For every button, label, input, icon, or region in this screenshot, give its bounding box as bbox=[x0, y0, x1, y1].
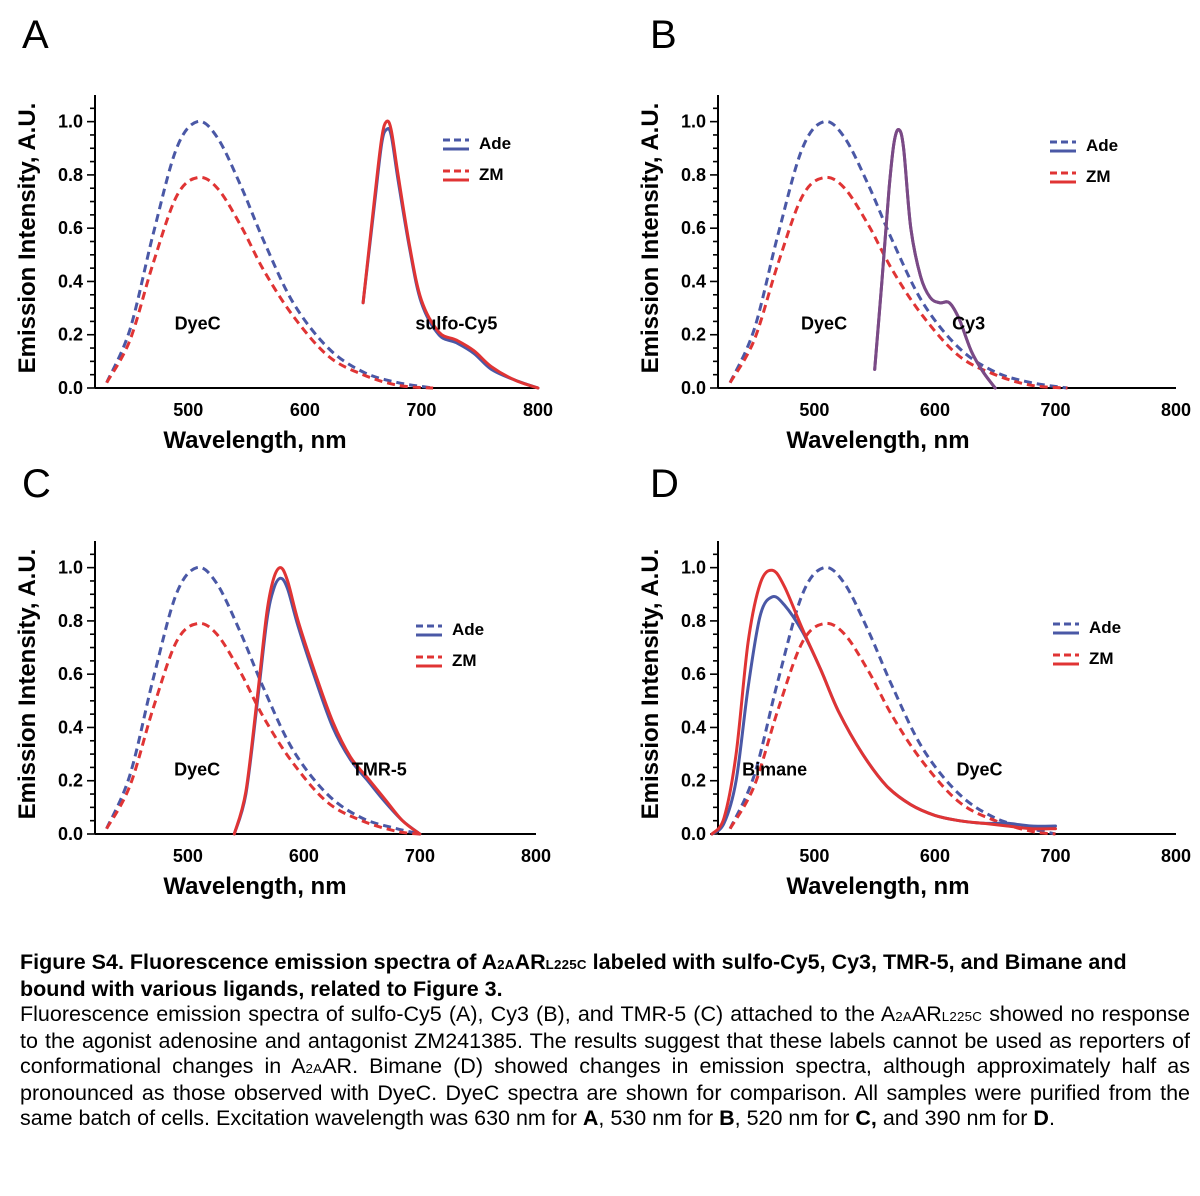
x-tick-label: 500 bbox=[799, 400, 829, 420]
x-tick-label: 600 bbox=[289, 846, 319, 866]
series-line-ade-dyec bbox=[105, 565, 421, 836]
y-axis-label: Emission Intensity, A.U. bbox=[14, 103, 41, 374]
x-axis-label: Wavelength, nm bbox=[786, 427, 969, 454]
x-tick-label: 800 bbox=[523, 400, 553, 420]
y-tick-label: 0.8 bbox=[681, 165, 706, 185]
curve-annotation: Cy3 bbox=[952, 314, 985, 334]
x-axis-label: Wavelength, nm bbox=[163, 427, 346, 454]
curve-annotation: DyeC bbox=[801, 314, 847, 334]
series-line-zm-dyec bbox=[728, 175, 1068, 390]
series-line-ade-dyec bbox=[728, 565, 1056, 836]
series-line-ade-bimane bbox=[710, 595, 1057, 836]
x-axis-label: Wavelength, nm bbox=[786, 873, 969, 900]
x-tick-label: 700 bbox=[406, 400, 436, 420]
y-tick-label: 0.6 bbox=[58, 664, 83, 684]
x-tick-label: 700 bbox=[1040, 400, 1070, 420]
series-line-zm-dyec bbox=[728, 621, 1056, 836]
x-tick-label: 500 bbox=[799, 846, 829, 866]
legend: Ade ZM bbox=[416, 620, 484, 670]
y-tick-label: 0.2 bbox=[58, 771, 83, 791]
x-tick-label: 800 bbox=[1161, 846, 1191, 866]
y-tick-label: 1.0 bbox=[681, 558, 706, 578]
series-line-zm-tmr-5 bbox=[232, 566, 422, 836]
legend-label: Ade bbox=[1089, 618, 1121, 637]
y-tick-label: 0.4 bbox=[681, 717, 706, 737]
y-tick-label: 0.8 bbox=[58, 165, 83, 185]
x-axis-label: Wavelength, nm bbox=[163, 873, 346, 900]
curve-annotation: sulfo-Cy5 bbox=[415, 314, 497, 334]
y-tick-label: 1.0 bbox=[58, 112, 83, 132]
series-line-ade-dyec bbox=[728, 119, 1068, 390]
panel-b: B 500 600 700 800 0.0 0.2 0.4 0.6 0.8 1.0 Wavelengt… bbox=[637, 13, 1191, 454]
panel-letter: B bbox=[650, 13, 677, 57]
y-tick-label: 1.0 bbox=[681, 112, 706, 132]
panel-letter: C bbox=[22, 462, 51, 506]
y-tick-label: 0.6 bbox=[681, 664, 706, 684]
figure-caption: Figure S4. Fluorescence emission spectra… bbox=[20, 950, 1190, 1131]
x-tick-label: 800 bbox=[1161, 400, 1191, 420]
curve-annotation: TMR-5 bbox=[352, 760, 407, 780]
legend: Ade ZM bbox=[443, 134, 511, 184]
legend-label: ZM bbox=[1086, 167, 1111, 186]
y-tick-label: 0.8 bbox=[58, 611, 83, 631]
x-tick-label: 700 bbox=[1040, 846, 1070, 866]
legend-label: Ade bbox=[1086, 136, 1118, 155]
y-tick-label: 0.0 bbox=[58, 378, 83, 398]
legend-label: Ade bbox=[479, 134, 511, 153]
y-tick-label: 0.2 bbox=[681, 771, 706, 791]
y-tick-label: 1.0 bbox=[58, 558, 83, 578]
series-line-zm-dyec bbox=[105, 175, 434, 390]
y-tick-label: 0.0 bbox=[681, 378, 706, 398]
y-axis-label: Emission Intensity, A.U. bbox=[637, 549, 664, 820]
panel-letter: A bbox=[22, 13, 49, 57]
panel-c: C 500 600 700 800 0.0 0.2 0.4 0.6 0.8 1.0 Wavelengt… bbox=[14, 462, 551, 900]
panel-d: D 500 600 700 800 0.0 0.2 0.4 0.6 0.8 1.0 Wavelengt… bbox=[637, 462, 1191, 900]
legend-label: ZM bbox=[1089, 649, 1114, 668]
curve-annotation: DyeC bbox=[957, 760, 1003, 780]
y-tick-label: 0.2 bbox=[58, 325, 83, 345]
caption-title: Figure S4. Fluorescence emission spectra… bbox=[20, 950, 1127, 1001]
legend: Ade ZM bbox=[1053, 618, 1121, 668]
y-tick-label: 0.0 bbox=[58, 824, 83, 844]
series-line-ade-cy3 bbox=[873, 128, 997, 390]
legend-label: Ade bbox=[452, 620, 484, 639]
series-line-zm-bimane bbox=[710, 568, 1057, 836]
series-line-ade-dyec bbox=[105, 119, 434, 390]
caption-body: Fluorescence emission spectra of sulfo-C… bbox=[20, 1002, 1191, 1130]
panel-letter: D bbox=[650, 462, 679, 506]
legend: Ade ZM bbox=[1050, 136, 1118, 186]
x-tick-label: 600 bbox=[920, 846, 950, 866]
x-tick-label: 600 bbox=[920, 400, 950, 420]
curve-annotation: DyeC bbox=[175, 314, 221, 334]
legend-label: ZM bbox=[452, 651, 477, 670]
curve-annotation: Bimane bbox=[742, 760, 807, 780]
x-tick-label: 500 bbox=[173, 846, 203, 866]
x-tick-label: 800 bbox=[521, 846, 551, 866]
series-line-ade-sulfo-cy5 bbox=[361, 127, 540, 390]
panel-a: A 500 600 700 800 0.0 0.2 0.4 0.6 0.8 1.0 Wavelengt… bbox=[14, 13, 553, 454]
y-tick-label: 0.2 bbox=[681, 325, 706, 345]
y-tick-label: 0.4 bbox=[58, 717, 83, 737]
curve-annotation: DyeC bbox=[174, 760, 220, 780]
series-line-zm-sulfo-cy5 bbox=[361, 119, 540, 390]
y-axis-label: Emission Intensity, A.U. bbox=[14, 549, 41, 820]
y-tick-label: 0.6 bbox=[58, 218, 83, 238]
y-tick-label: 0.4 bbox=[681, 271, 706, 291]
x-tick-label: 500 bbox=[173, 400, 203, 420]
figure-panels: A 500 600 700 800 0.0 0.2 0.4 0.6 0.8 1.0 Wavelengt… bbox=[14, 13, 1191, 900]
legend-label: ZM bbox=[479, 165, 504, 184]
x-tick-label: 600 bbox=[290, 400, 320, 420]
x-tick-label: 700 bbox=[405, 846, 435, 866]
y-tick-label: 0.0 bbox=[681, 824, 706, 844]
series-line-zm-cy3 bbox=[873, 128, 997, 390]
y-tick-label: 0.6 bbox=[681, 218, 706, 238]
y-tick-label: 0.8 bbox=[681, 611, 706, 631]
y-axis-label: Emission Intensity, A.U. bbox=[637, 103, 664, 374]
y-tick-label: 0.4 bbox=[58, 271, 83, 291]
